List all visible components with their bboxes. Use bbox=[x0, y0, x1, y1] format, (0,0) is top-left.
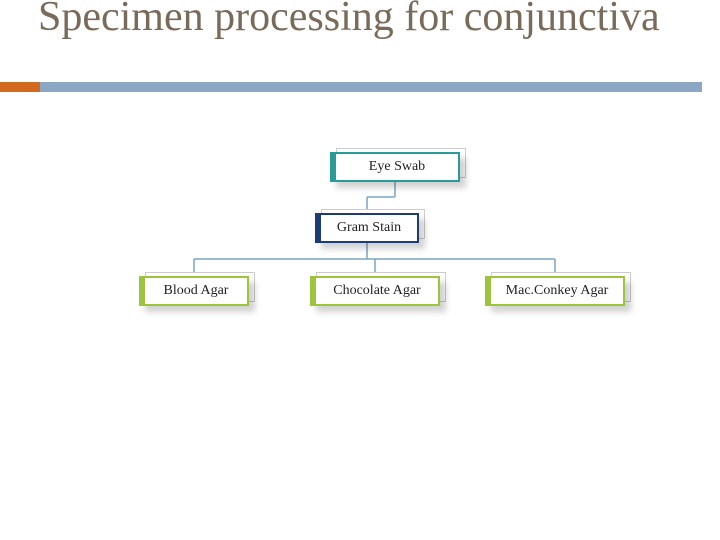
node-label: Gram Stain bbox=[337, 220, 401, 236]
accent-bar-long bbox=[40, 82, 702, 92]
node-gram-stain: Gram Stain bbox=[315, 213, 419, 243]
node-blood-agar: Blood Agar bbox=[139, 276, 249, 306]
title-block: Specimen processing for conjunctiva bbox=[38, 0, 700, 40]
accent-bar-small bbox=[0, 82, 40, 92]
node-macconkey-agar: Mac.Conkey Agar bbox=[485, 276, 625, 306]
node-label: Chocolate Agar bbox=[333, 283, 420, 299]
page-title: Specimen processing for conjunctiva bbox=[38, 0, 700, 40]
node-label: Eye Swab bbox=[369, 159, 425, 175]
node-eye-swab: Eye Swab bbox=[330, 152, 460, 182]
node-label: Blood Agar bbox=[164, 283, 229, 299]
node-label: Mac.Conkey Agar bbox=[506, 283, 609, 299]
node-chocolate-agar: Chocolate Agar bbox=[310, 276, 440, 306]
